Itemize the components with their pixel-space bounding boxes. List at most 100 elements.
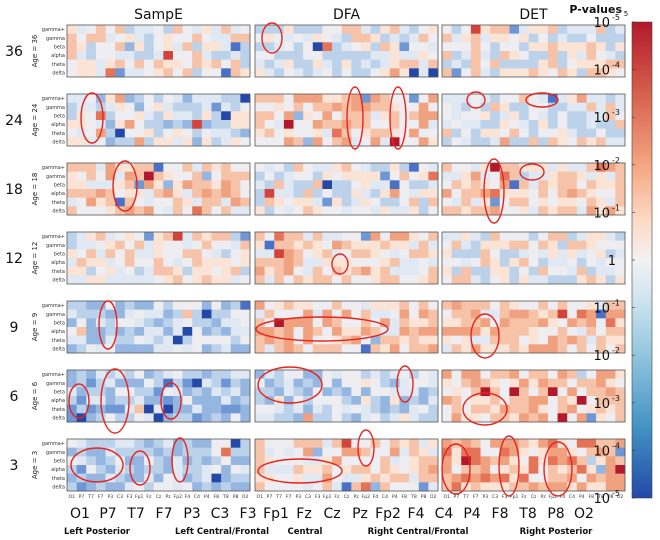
heatmap-cell <box>509 335 520 345</box>
heatmap-cell <box>192 94 203 103</box>
heatmap-cell <box>163 482 174 492</box>
heatmap-cell <box>201 370 212 379</box>
heatmap-cell <box>144 137 154 147</box>
heatmap-cell <box>605 68 616 78</box>
heatmap-cell <box>115 42 126 52</box>
heatmap-cell <box>389 439 400 448</box>
heatmap-cell <box>303 249 314 259</box>
heatmap-cell <box>312 258 323 267</box>
heatmap-cell <box>596 232 607 241</box>
heatmap-cell <box>153 335 164 345</box>
heatmap-cell <box>351 51 362 60</box>
heatmap-cell <box>182 94 193 103</box>
heatmap-cell <box>293 163 304 172</box>
bottom-channel-axis: O1 P7 T7 F7 P3 C3 F3 Fp1 Fz Cz Pz Fp2 F4 C4 P4 F8 T8 P8 O2… <box>64 506 594 537</box>
heatmap-cell <box>274 25 285 34</box>
heatmap-cell <box>274 335 285 345</box>
heatmap-cell <box>380 404 391 414</box>
heatmap-cell <box>370 318 381 328</box>
heatmap-cell <box>409 59 420 69</box>
heatmap-cell <box>547 197 558 207</box>
heatmap-cell <box>509 25 520 34</box>
channel-tick-label: C3 <box>305 494 311 500</box>
heatmap-cell <box>428 206 439 216</box>
heatmap-cell <box>428 396 439 405</box>
heatmap-cell <box>490 240 501 250</box>
heatmap-cell <box>134 344 145 354</box>
heatmap-cell <box>442 102 452 112</box>
heatmap-cell <box>499 94 510 103</box>
heatmap-cell <box>509 240 520 250</box>
heatmap-cell <box>470 404 481 414</box>
channel-tick-label: F8 <box>214 494 220 500</box>
heatmap-cell <box>409 180 420 190</box>
heatmap-cell <box>211 249 222 259</box>
heatmap-cell <box>442 473 452 483</box>
heatmap-cell <box>586 128 597 138</box>
heatmap-cell <box>360 128 371 138</box>
heatmap-cell <box>380 25 391 34</box>
heatmap-cell <box>274 249 285 259</box>
heatmap-cell <box>134 120 145 129</box>
heatmap-cell <box>95 33 106 43</box>
heatmap-cell <box>557 59 568 69</box>
heatmap-cell <box>557 344 568 354</box>
heatmap-cell <box>428 111 439 121</box>
highlight-ellipse <box>171 437 189 483</box>
heatmap-cell <box>105 327 116 336</box>
heatmap-cell <box>538 309 549 319</box>
heatmap-cell <box>442 171 452 181</box>
heatmap-cell <box>264 413 275 423</box>
heatmap-cell <box>264 163 275 172</box>
colorbar-tick-label: 10 <box>593 64 610 79</box>
heatmap-cell <box>499 137 510 147</box>
heatmap-cell <box>264 456 275 466</box>
heatmap-cell <box>134 465 145 474</box>
heatmap-cell <box>586 59 597 69</box>
heatmap-cell <box>163 171 174 181</box>
heatmap-cell <box>461 344 472 354</box>
heatmap-cell <box>124 327 135 336</box>
heatmap-cell <box>67 275 77 285</box>
highlight-ellipse <box>462 392 508 426</box>
heatmap-cell <box>134 378 145 388</box>
heatmap-cell <box>615 258 626 267</box>
heatmap-cell <box>567 180 578 190</box>
channel-label: Pz <box>352 506 368 522</box>
highlight-ellipse <box>257 458 343 484</box>
heatmap-cell <box>211 309 222 319</box>
heatmap-cell <box>409 482 420 492</box>
heatmap-cell <box>480 465 491 474</box>
heatmap-cell <box>322 171 333 181</box>
heatmap-cell <box>605 197 616 207</box>
heatmap-cell <box>264 404 275 414</box>
band-label: alpha <box>51 329 65 335</box>
heatmap-cell <box>211 413 222 423</box>
heatmap-cell <box>283 249 294 259</box>
heatmap-cell <box>547 378 558 388</box>
heatmap-cell <box>115 206 126 216</box>
heatmap-cell <box>341 189 352 198</box>
heatmap-cell <box>360 68 371 78</box>
heatmap-cell <box>134 180 145 190</box>
heatmap-cell <box>499 232 510 241</box>
heatmap-cell <box>76 180 87 190</box>
heatmap-cell <box>557 318 568 328</box>
heatmap-cell <box>312 327 323 336</box>
heatmap-cell <box>105 171 116 181</box>
heatmap-cell <box>105 33 116 43</box>
heatmap-cell <box>240 197 251 207</box>
heatmap-cell <box>389 266 400 276</box>
heatmap-cell <box>442 309 452 319</box>
heatmap-cell <box>567 387 578 397</box>
heatmap-cell <box>499 327 510 336</box>
age-label: Age = 3 <box>31 451 39 479</box>
heatmap-cell <box>322 335 333 345</box>
heatmap-cell <box>519 309 529 319</box>
heatmap-cell <box>370 102 381 112</box>
heatmap-cell <box>230 180 241 190</box>
heatmap-cell <box>153 473 164 483</box>
heatmap-cell <box>461 275 472 285</box>
heatmap-cell <box>105 180 116 190</box>
heatmap-cell <box>596 180 607 190</box>
